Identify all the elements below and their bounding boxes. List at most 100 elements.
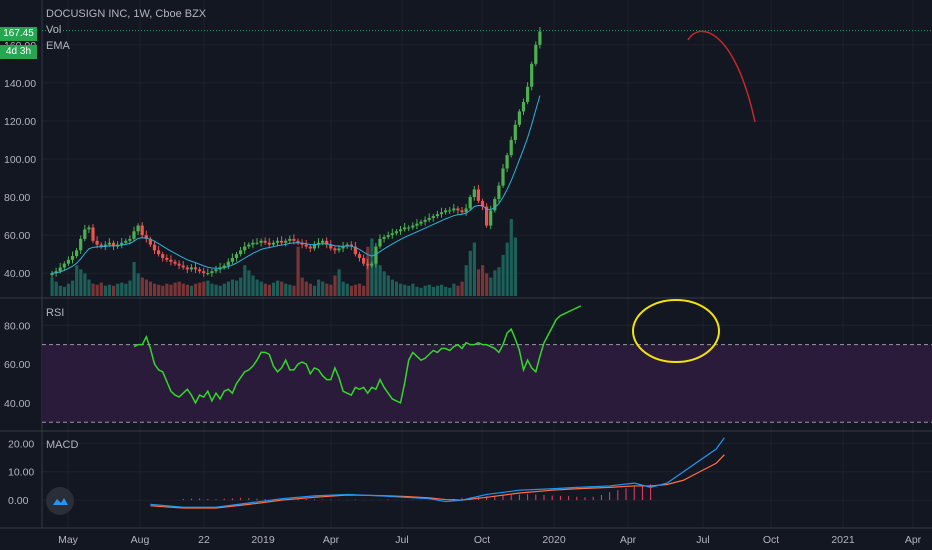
candle-body	[136, 225, 140, 232]
candle-body	[526, 86, 530, 102]
volume-bar	[259, 281, 263, 296]
volume-bar	[378, 265, 382, 296]
candle-body	[485, 206, 489, 226]
candle-body	[128, 238, 132, 241]
volume-bar	[271, 282, 276, 296]
volume-bar	[177, 281, 181, 296]
candle-body	[132, 231, 136, 239]
macd-line	[150, 437, 725, 508]
candle-body	[161, 254, 165, 258]
time-axis-label: Apr	[620, 534, 637, 546]
candle-body	[173, 261, 177, 264]
candle-body	[284, 240, 288, 243]
candle-body	[288, 238, 292, 241]
candle-body	[480, 200, 485, 207]
volume-bar	[202, 281, 206, 296]
volume-bar	[325, 283, 329, 296]
volume-bar	[185, 284, 189, 296]
candle-body	[62, 263, 66, 268]
volume-bar	[505, 242, 509, 296]
price-tick-label: 40.00	[4, 268, 30, 280]
volume-bar	[230, 279, 235, 296]
candle-body	[464, 208, 468, 213]
volume-bar	[341, 281, 345, 296]
volume-bar	[91, 283, 95, 296]
candle-body	[271, 242, 275, 245]
candle-body	[120, 242, 124, 245]
ema-line	[51, 95, 541, 274]
price-tick-label: 140.00	[4, 78, 36, 90]
candle-body	[247, 244, 251, 247]
volume-bar	[95, 284, 99, 296]
macd-pane[interactable]	[150, 437, 725, 509]
macd-legend: MACD	[46, 439, 79, 451]
volume-bar	[226, 281, 230, 296]
volume-bar	[390, 279, 394, 296]
candle-body	[87, 227, 91, 230]
price-tick-label: 80.00	[4, 192, 30, 204]
rsi-tick-label: 40.00	[4, 398, 30, 410]
price-pane[interactable]	[42, 26, 932, 296]
signal-line	[150, 454, 725, 509]
volume-bar	[87, 279, 91, 296]
candle-body	[58, 267, 62, 272]
candle-body	[538, 31, 542, 45]
time-axis-label: Oct	[474, 534, 490, 546]
volume-bar	[124, 283, 128, 296]
candle-body	[374, 246, 378, 264]
rsi-pane[interactable]	[42, 299, 932, 423]
volume-bar	[353, 284, 358, 296]
candle-body	[312, 244, 316, 249]
candle-body	[230, 257, 234, 262]
volume-bar	[181, 283, 185, 296]
candle-body	[91, 227, 95, 241]
volume-bar	[362, 285, 366, 296]
volume-bar	[255, 279, 259, 296]
volume-bar	[280, 281, 284, 296]
volume-bar	[79, 269, 83, 296]
volume-bar	[218, 285, 222, 296]
candle-body	[456, 208, 460, 211]
volume-bar	[284, 283, 288, 296]
candle-body	[169, 259, 173, 262]
volume-bar	[304, 281, 308, 296]
volume-bar	[472, 242, 476, 296]
volume-bar	[263, 283, 267, 296]
candle-body	[316, 242, 321, 245]
time-axis-label: Oct	[763, 534, 779, 546]
candle-body	[95, 240, 99, 245]
candle-body	[423, 219, 427, 222]
rsi-legend: RSI	[46, 307, 65, 319]
candle-body	[398, 229, 403, 232]
volume-bar	[431, 286, 435, 296]
candle-body	[103, 244, 107, 247]
volume-bar	[481, 265, 485, 296]
volume-bar	[427, 284, 431, 296]
candle-body	[501, 168, 505, 186]
volume-bar	[399, 283, 403, 296]
volume-bar	[198, 282, 202, 296]
volume-bar	[169, 284, 173, 296]
tradingview-logo[interactable]	[46, 487, 74, 515]
volume-bar	[161, 285, 165, 296]
candle-body	[185, 267, 189, 270]
volume-bar	[366, 246, 370, 296]
volume-bar	[358, 283, 362, 296]
volume-bar	[321, 281, 325, 296]
candle-body	[476, 189, 480, 201]
rsi-band	[42, 344, 932, 423]
candle-body	[308, 246, 312, 249]
volume-bar	[419, 287, 423, 296]
rsi-tick-label: 80.00	[4, 320, 30, 332]
highlight-circle	[632, 299, 720, 363]
candle-body	[530, 63, 534, 87]
candle-body	[234, 254, 239, 258]
candle-body	[54, 271, 58, 274]
last-price-badge: 167.45	[0, 27, 37, 41]
candle-body	[280, 240, 284, 243]
volume-bar	[509, 219, 513, 296]
candle-body	[362, 257, 366, 264]
volume-bar	[206, 280, 210, 296]
